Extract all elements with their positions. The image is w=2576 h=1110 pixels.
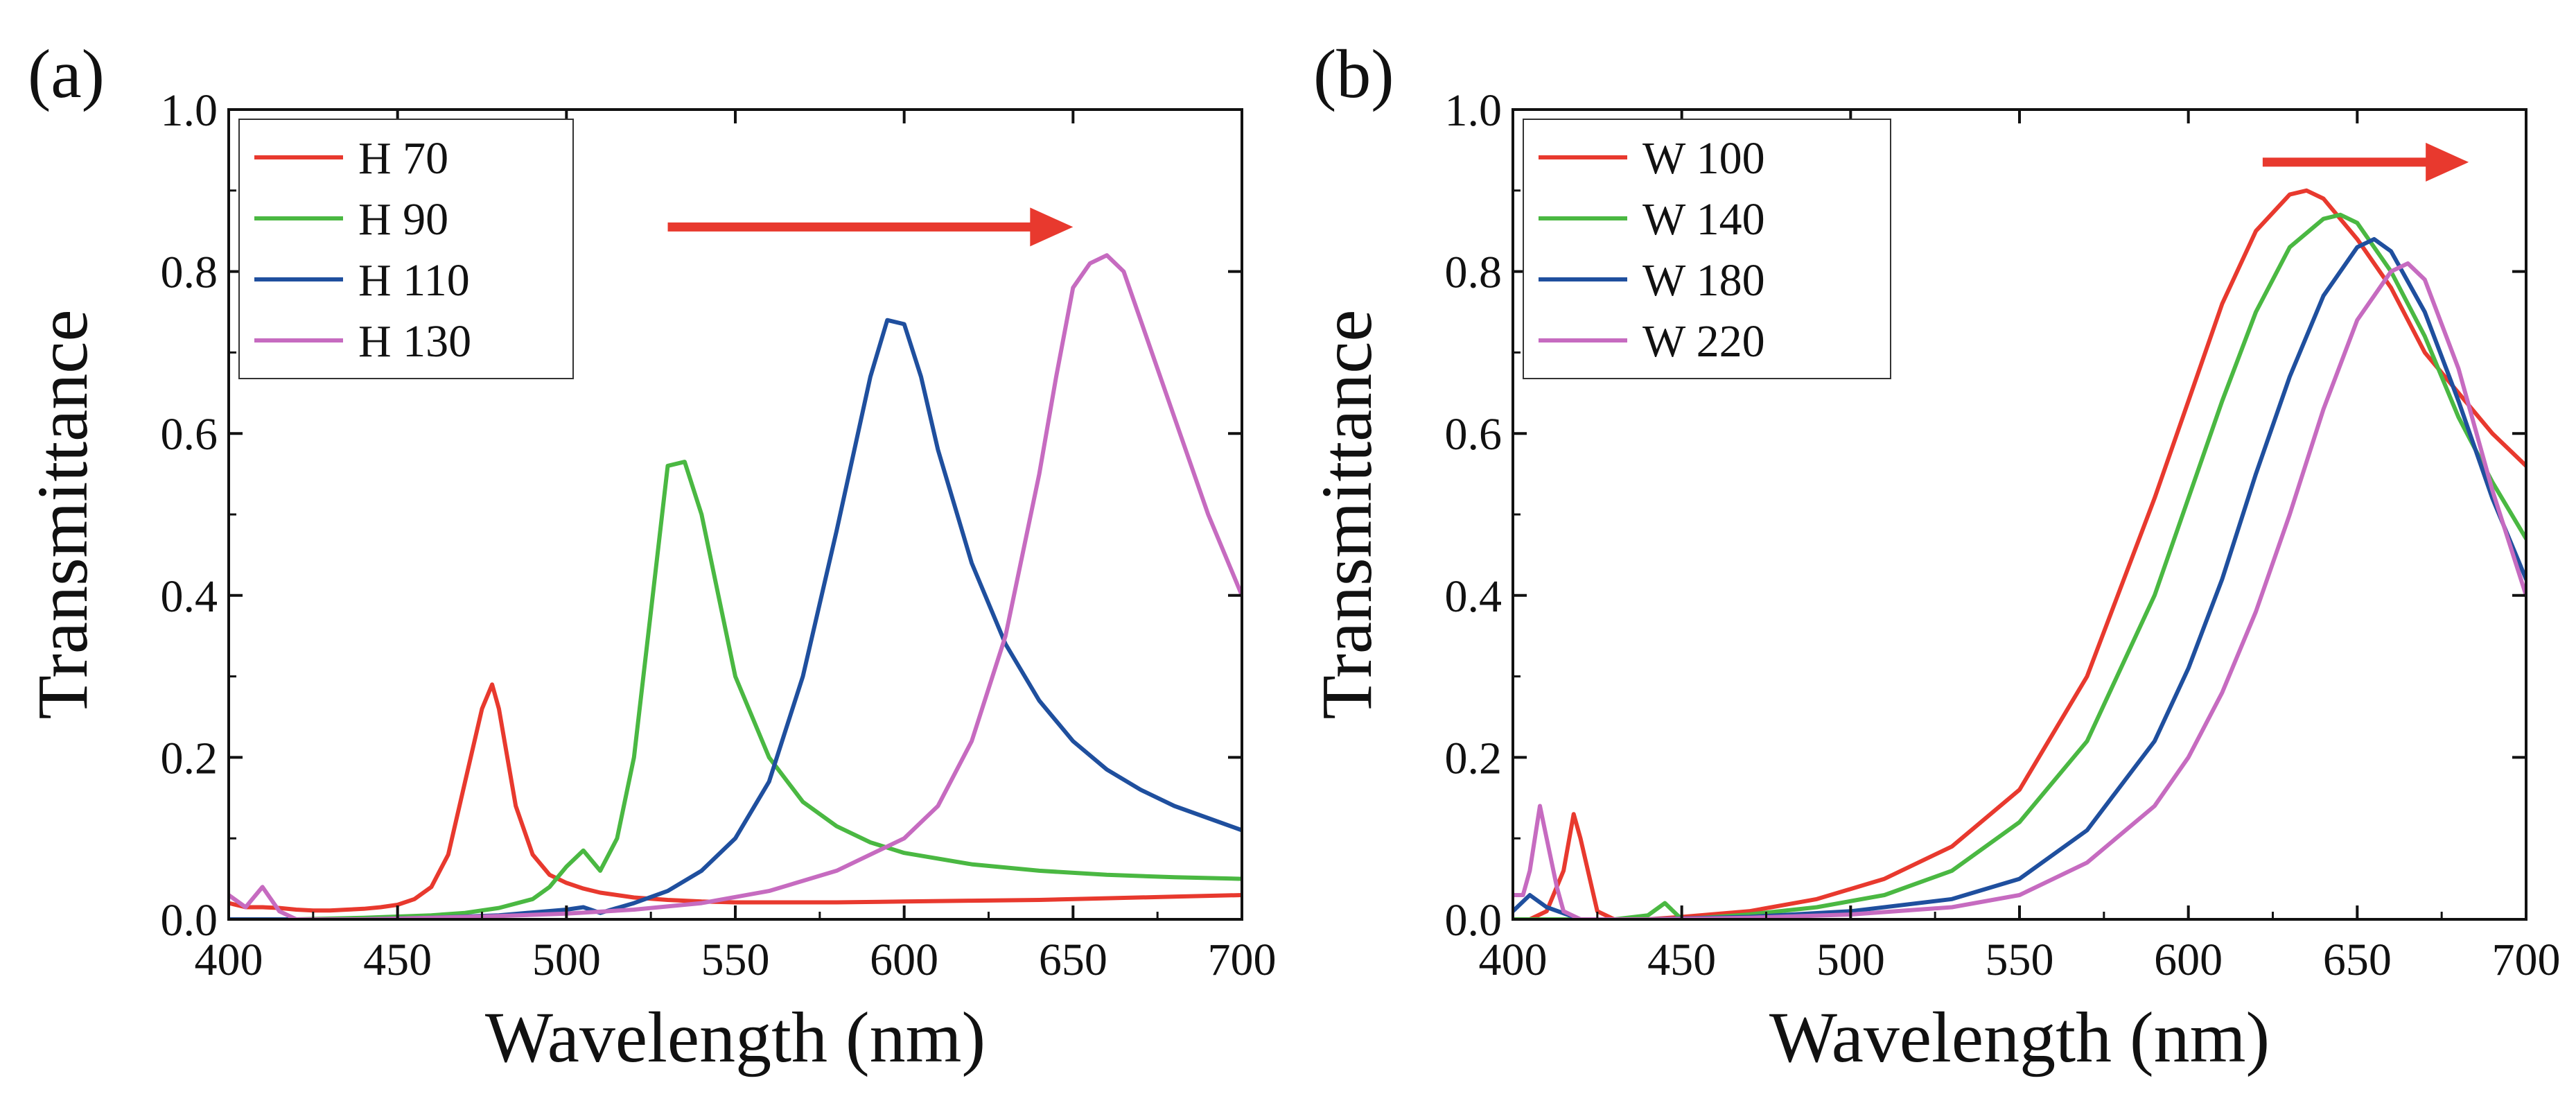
x-tick-label: 500: [532, 935, 601, 985]
panel-label: (a): [28, 35, 105, 112]
panel-label: (b): [1313, 35, 1394, 112]
x-tick-label: 500: [1816, 935, 1885, 985]
series-line-w-220: [1513, 261, 2526, 919]
y-axis-title: Transmittance: [1307, 309, 1387, 719]
y-tick-label: 1.0: [161, 85, 218, 136]
series-line-w-180: [1513, 236, 2526, 919]
legend-label: H 130: [358, 316, 471, 367]
shift-arrow: [2262, 142, 2469, 182]
legend-label: W 100: [1642, 133, 1765, 184]
y-tick-label: 0.4: [161, 571, 218, 622]
series-line-w-140: [1513, 212, 2526, 919]
series-line-h-130: [229, 253, 1242, 919]
x-tick-label: 650: [1039, 935, 1107, 985]
legend-label: H 90: [358, 194, 448, 245]
y-tick-label: 1.0: [1445, 85, 1502, 136]
legend-label: W 140: [1642, 194, 1765, 245]
y-tick-label: 0.2: [161, 733, 218, 783]
series-group: [229, 253, 1242, 919]
series-line-w-100: [1513, 188, 2526, 919]
x-tick-label: 650: [2323, 935, 2392, 985]
chart-panel-b: (b) 400 450 500 550 600 650 700 0.0 0.2 0.4 0.6 0.8 1…: [1307, 35, 2561, 1077]
x-tick-label: 600: [2154, 935, 2223, 985]
x-tick-label: 400: [195, 935, 263, 985]
legend-label: H 110: [358, 255, 470, 306]
shift-arrow-head: [1030, 207, 1074, 247]
chart-panel-a: (a) 400 450 500 550 600 650 700 0.0 0.2 0.4 0.6 0.8 1…: [23, 35, 1277, 1077]
x-tick-label: 550: [1986, 935, 2054, 985]
y-tick-label: 0.8: [161, 248, 218, 298]
shift-arrow: [667, 207, 1074, 247]
y-tick-label: 0.2: [1445, 733, 1502, 783]
y-tick-label: 0.8: [1445, 248, 1502, 298]
x-tick-label: 450: [363, 935, 432, 985]
y-tick-label: 0.6: [1445, 409, 1502, 460]
x-tick-label: 550: [701, 935, 770, 985]
legend-box: [238, 119, 574, 379]
series-group: [1513, 188, 2526, 919]
shift-arrow-head: [2426, 142, 2469, 182]
legend-label: H 70: [358, 133, 448, 184]
series-line-h-70: [229, 682, 1242, 913]
x-tick-label: 700: [1208, 935, 1277, 985]
series-line-h-110: [229, 318, 1242, 919]
legend: H 70 H 90 H 110 H 130: [238, 119, 574, 379]
x-tick-label: 700: [2492, 935, 2561, 985]
legend: W 100 W 140 W 180 W 220: [1523, 119, 1891, 379]
y-axis-title: Transmittance: [23, 309, 103, 719]
x-axis-title: Wavelength (nm): [1769, 998, 2270, 1077]
y-tick-label: 0.0: [161, 895, 218, 946]
y-tick-label: 0.0: [1445, 895, 1502, 946]
y-tick-label: 0.6: [161, 409, 218, 460]
series-line-h-90: [229, 460, 1242, 919]
legend-label: W 220: [1642, 316, 1765, 367]
x-tick-label: 400: [1479, 935, 1548, 985]
y-tick-label: 0.4: [1445, 571, 1502, 622]
x-tick-label: 600: [870, 935, 938, 985]
x-axis-title: Wavelength (nm): [485, 998, 985, 1077]
legend-label: W 180: [1642, 255, 1765, 306]
x-tick-label: 450: [1647, 935, 1716, 985]
legend-box: [1523, 119, 1891, 379]
